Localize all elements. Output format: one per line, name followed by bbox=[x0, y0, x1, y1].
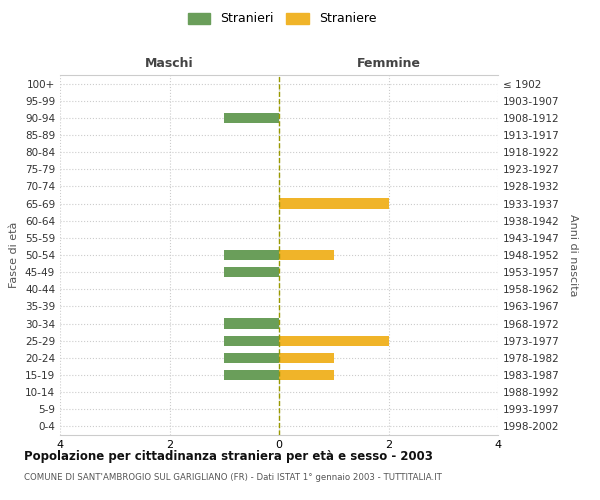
Text: Femmine: Femmine bbox=[356, 57, 421, 70]
Bar bbox=[224, 112, 279, 123]
Bar bbox=[279, 250, 334, 260]
Bar bbox=[224, 352, 279, 363]
Bar bbox=[279, 198, 389, 208]
Bar bbox=[224, 267, 279, 278]
Bar bbox=[279, 352, 334, 363]
Bar bbox=[224, 336, 279, 346]
Legend: Stranieri, Straniere: Stranieri, Straniere bbox=[184, 8, 380, 29]
Bar bbox=[279, 370, 334, 380]
Y-axis label: Anni di nascita: Anni di nascita bbox=[568, 214, 578, 296]
Text: Maschi: Maschi bbox=[145, 57, 194, 70]
Text: COMUNE DI SANT'AMBROGIO SUL GARIGLIANO (FR) - Dati ISTAT 1° gennaio 2003 - TUTTI: COMUNE DI SANT'AMBROGIO SUL GARIGLIANO (… bbox=[24, 472, 442, 482]
Bar bbox=[279, 336, 389, 346]
Bar bbox=[224, 318, 279, 328]
Bar bbox=[224, 250, 279, 260]
Bar bbox=[224, 370, 279, 380]
Y-axis label: Fasce di età: Fasce di età bbox=[10, 222, 19, 288]
Text: Popolazione per cittadinanza straniera per età e sesso - 2003: Popolazione per cittadinanza straniera p… bbox=[24, 450, 433, 463]
